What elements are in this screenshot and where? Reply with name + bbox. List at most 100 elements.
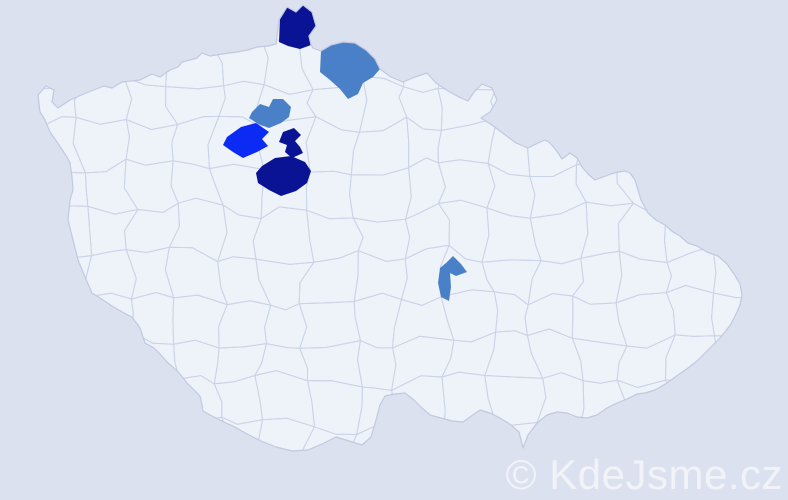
district-cell-border bbox=[38, 73, 45, 126]
district-cell-border bbox=[711, 292, 742, 339]
district-center-medium[interactable] bbox=[223, 123, 269, 158]
district-cell-border bbox=[121, 423, 178, 451]
district-center-north-low[interactable] bbox=[249, 99, 291, 128]
district-cell-border bbox=[713, 335, 742, 385]
district-cell-border bbox=[615, 29, 676, 89]
district-cell-border bbox=[169, 460, 227, 500]
district-cell-border bbox=[523, 37, 580, 88]
district-cell-border bbox=[701, 161, 742, 219]
district-cell-border bbox=[708, 376, 742, 434]
district-cell-border bbox=[38, 41, 83, 90]
district-cell-border bbox=[221, 416, 263, 451]
district-cell-border bbox=[38, 5, 77, 49]
district-cell-border bbox=[707, 212, 742, 261]
district-cell-border bbox=[764, 43, 788, 90]
district-cell-border bbox=[709, 468, 769, 500]
district-cell-border bbox=[38, 39, 39, 90]
district-cell-border bbox=[571, 467, 628, 500]
highlighted-districts-layer bbox=[223, 5, 467, 301]
district-cell-border bbox=[437, 35, 497, 91]
district-cell-border bbox=[706, 79, 742, 127]
district-cell-border bbox=[0, 418, 33, 474]
district-cell-border bbox=[621, 464, 677, 500]
district-cell-border bbox=[702, 119, 742, 172]
district-cell-border bbox=[524, 5, 584, 41]
district-cell-border bbox=[524, 77, 588, 125]
district-cell-border bbox=[572, 5, 622, 48]
district-cell-border bbox=[480, 470, 531, 500]
district-cell-border bbox=[661, 5, 713, 44]
district-cell-border bbox=[175, 5, 212, 44]
district-cell-border bbox=[665, 167, 708, 216]
district-cell-border bbox=[660, 29, 714, 90]
district-cell-border bbox=[0, 208, 35, 258]
district-cell-border bbox=[484, 421, 538, 451]
district-cell-border bbox=[764, 375, 788, 429]
district-cell-border bbox=[576, 119, 622, 169]
district-cell-border bbox=[391, 425, 445, 451]
district-cell-border bbox=[345, 467, 403, 500]
district-cell-border bbox=[43, 292, 90, 347]
district-cell-border bbox=[764, 423, 788, 467]
district-cell-border bbox=[88, 465, 135, 500]
district-cell-border bbox=[38, 5, 39, 46]
district-cell-border bbox=[763, 337, 788, 379]
district-north-hook[interactable] bbox=[279, 5, 316, 49]
district-cell-border bbox=[262, 463, 319, 500]
district-cell-border bbox=[480, 32, 532, 91]
district-cell-border bbox=[668, 431, 713, 451]
district-cell-border bbox=[760, 462, 788, 500]
district-cell-border bbox=[74, 33, 128, 90]
district-cell-border bbox=[659, 84, 715, 129]
district-cell-border bbox=[166, 416, 231, 451]
district-cell-border bbox=[708, 425, 742, 451]
country-outline bbox=[37, 4, 743, 452]
district-cell-border bbox=[401, 5, 448, 43]
district-cell-border bbox=[438, 420, 498, 451]
district-cell-border bbox=[572, 40, 621, 81]
district-cell-border bbox=[617, 5, 674, 46]
district-cell-border bbox=[38, 161, 48, 214]
district-cell-border bbox=[616, 79, 676, 128]
district-cell-border bbox=[299, 476, 349, 500]
district-cell-border bbox=[69, 5, 137, 43]
district-cell-border bbox=[750, 253, 788, 301]
district-cell-border bbox=[31, 465, 96, 500]
district-cell-border bbox=[659, 117, 711, 172]
district-cell-border bbox=[674, 464, 714, 500]
district-cell-border bbox=[751, 209, 788, 260]
district-cell-border bbox=[38, 329, 47, 393]
district-cell-border bbox=[433, 5, 490, 39]
district-cell-border bbox=[703, 5, 742, 46]
district-cell-border bbox=[119, 5, 179, 40]
district-cell-border bbox=[439, 460, 485, 500]
district-cell-border bbox=[207, 5, 267, 44]
district-cell-border bbox=[0, 460, 38, 500]
district-middle-low[interactable] bbox=[438, 256, 467, 301]
district-center-high-small[interactable] bbox=[279, 128, 303, 158]
district-cell-border bbox=[38, 290, 54, 337]
district-cell-border bbox=[90, 375, 132, 432]
district-cell-border bbox=[79, 331, 133, 385]
district-cell-border bbox=[38, 385, 47, 428]
district-cell-border bbox=[757, 0, 788, 47]
district-cell-border bbox=[38, 254, 48, 295]
district-north-center[interactable] bbox=[320, 42, 380, 99]
district-cell-border bbox=[619, 426, 675, 451]
district-cell-border bbox=[527, 467, 583, 500]
district-cell-border bbox=[38, 422, 99, 451]
district-cell-border bbox=[578, 77, 622, 131]
district-cell-border bbox=[38, 121, 48, 173]
district-cell-border bbox=[759, 79, 788, 126]
district-cell-border bbox=[703, 42, 742, 86]
district-cell-border bbox=[528, 422, 580, 451]
district-cell-border bbox=[759, 118, 788, 171]
district-cell-border bbox=[570, 432, 633, 451]
district-cell-border bbox=[712, 245, 742, 299]
district-center-high-large[interactable] bbox=[256, 156, 311, 196]
district-cell-border bbox=[751, 166, 788, 218]
district-cell-border bbox=[122, 456, 177, 500]
